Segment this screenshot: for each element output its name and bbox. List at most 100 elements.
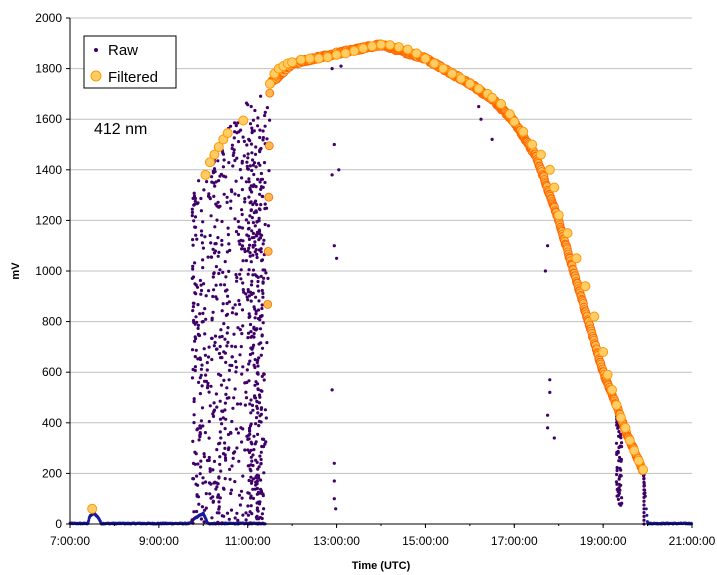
raw-point: [245, 143, 249, 147]
raw-point: [262, 276, 266, 280]
raw-point: [199, 517, 203, 521]
raw-point: [238, 168, 242, 172]
raw-point: [208, 469, 212, 473]
raw-point: [245, 368, 249, 372]
filtered-point: [87, 503, 98, 514]
raw-point: [211, 468, 215, 472]
raw-point: [212, 481, 216, 485]
raw-point: [192, 203, 196, 207]
raw-point: [193, 339, 197, 343]
raw-point: [211, 247, 215, 251]
raw-point: [240, 212, 244, 217]
raw-point: [234, 360, 238, 364]
raw-point: [217, 271, 221, 276]
raw-point: [249, 142, 254, 146]
raw-point: [642, 488, 646, 492]
raw-point: [642, 514, 646, 519]
raw-point: [217, 179, 221, 183]
raw-point: [192, 510, 196, 514]
filtered-point: [544, 164, 555, 175]
raw-point: [255, 399, 259, 403]
raw-point: [191, 264, 195, 268]
raw-point: [191, 267, 195, 271]
raw-point: [332, 461, 336, 465]
raw-point: [201, 424, 205, 428]
raw-point: [217, 250, 221, 254]
raw-point: [241, 288, 245, 292]
raw-point: [218, 417, 223, 421]
raw-point: [224, 275, 228, 279]
filtered-point: [456, 73, 466, 84]
raw-point: [241, 427, 245, 431]
y-tick-label: 400: [42, 416, 62, 430]
raw-point: [256, 275, 260, 279]
x-tick-label: 13:00:00: [313, 534, 360, 548]
raw-point: [615, 482, 619, 486]
raw-point: [193, 261, 197, 265]
raw-point: [258, 148, 262, 152]
raw-point: [248, 510, 252, 514]
raw-point: [233, 345, 238, 349]
raw-point: [249, 299, 253, 303]
raw-point: [258, 180, 262, 184]
raw-point: [214, 283, 218, 287]
raw-point: [249, 398, 253, 402]
filtered-point: [287, 57, 298, 68]
raw-point: [250, 459, 254, 463]
raw-point: [236, 326, 240, 330]
raw-point: [230, 419, 234, 424]
raw-point: [259, 94, 263, 98]
raw-point: [248, 402, 252, 406]
x-tick-label: 19:00:00: [580, 534, 627, 548]
raw-point: [259, 478, 263, 482]
raw-point: [250, 403, 255, 407]
raw-point: [642, 480, 646, 484]
y-tick-label: 1800: [35, 62, 62, 76]
raw-point: [218, 496, 222, 500]
raw-point: [209, 214, 213, 218]
raw-point: [225, 288, 229, 292]
raw-point: [240, 176, 244, 180]
raw-point: [237, 193, 241, 197]
raw-point: [192, 219, 196, 223]
raw-point: [619, 483, 623, 487]
raw-point: [198, 376, 202, 380]
raw-point: [252, 332, 256, 336]
raw-point: [229, 508, 234, 512]
filtered-point: [535, 149, 546, 160]
raw-point: [216, 520, 220, 524]
raw-point: [217, 500, 221, 504]
raw-point: [204, 317, 208, 321]
raw-point: [215, 204, 219, 208]
raw-point: [260, 512, 264, 516]
raw-point: [251, 408, 255, 412]
filtered-point: [518, 126, 529, 137]
raw-point: [618, 475, 622, 479]
raw-point: [256, 432, 260, 436]
raw-point: [258, 135, 262, 140]
raw-point: [246, 167, 250, 171]
raw-point: [199, 367, 203, 371]
raw-point: [546, 244, 550, 248]
raw-point: [235, 446, 239, 450]
raw-point: [215, 405, 219, 409]
raw-point: [213, 242, 217, 246]
raw-point: [618, 444, 622, 448]
raw-point: [204, 506, 208, 510]
raw-point: [198, 424, 202, 428]
raw-point: [257, 161, 261, 165]
raw-point: [263, 110, 267, 114]
raw-point: [247, 234, 251, 238]
raw-point: [215, 347, 219, 351]
raw-point: [225, 312, 230, 316]
x-axis-title: Time (UTC): [352, 560, 411, 572]
raw-point: [267, 169, 271, 173]
raw-point: [197, 179, 201, 183]
raw-point: [253, 152, 258, 156]
raw-point: [223, 453, 227, 457]
raw-point: [199, 373, 203, 377]
raw-point: [196, 303, 200, 307]
raw-point: [232, 151, 236, 155]
filtered-point: [611, 400, 622, 411]
raw-point: [199, 292, 203, 296]
